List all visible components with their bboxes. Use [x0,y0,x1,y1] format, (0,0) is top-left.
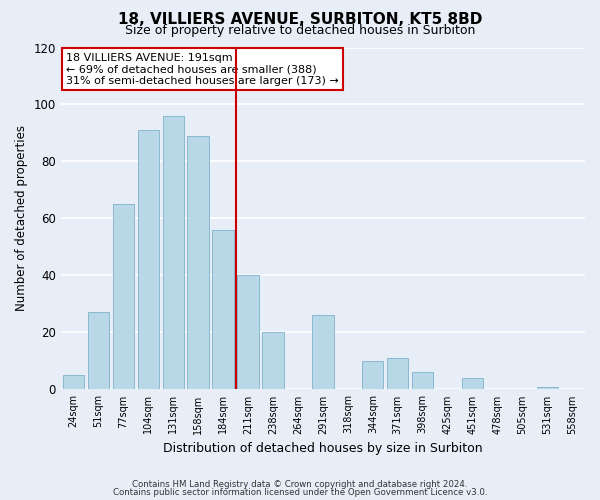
Bar [212,230,233,390]
Bar [187,136,209,390]
Bar [62,375,84,390]
X-axis label: Distribution of detached houses by size in Surbiton: Distribution of detached houses by size … [163,442,483,455]
Bar [262,332,284,390]
Text: 18, VILLIERS AVENUE, SURBITON, KT5 8BD: 18, VILLIERS AVENUE, SURBITON, KT5 8BD [118,12,482,28]
Bar [163,116,184,390]
Text: Size of property relative to detached houses in Surbiton: Size of property relative to detached ho… [125,24,475,37]
Bar [462,378,483,390]
Bar [238,276,259,390]
Text: Contains public sector information licensed under the Open Government Licence v3: Contains public sector information licen… [113,488,487,497]
Bar [137,130,159,390]
Bar [113,204,134,390]
Y-axis label: Number of detached properties: Number of detached properties [15,126,28,312]
Bar [312,316,334,390]
Bar [537,386,558,390]
Bar [387,358,409,390]
Bar [362,361,383,390]
Text: Contains HM Land Registry data © Crown copyright and database right 2024.: Contains HM Land Registry data © Crown c… [132,480,468,489]
Bar [88,312,109,390]
Text: 18 VILLIERS AVENUE: 191sqm
← 69% of detached houses are smaller (388)
31% of sem: 18 VILLIERS AVENUE: 191sqm ← 69% of deta… [66,52,339,86]
Bar [412,372,433,390]
